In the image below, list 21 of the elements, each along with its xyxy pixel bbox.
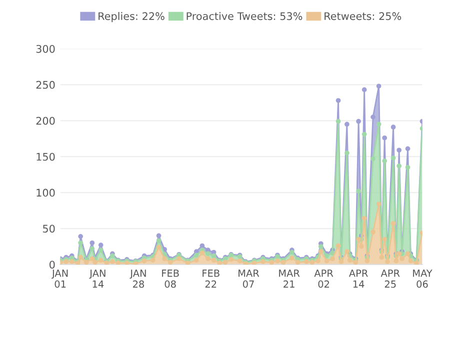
- x-tick-label: JAN 28: [130, 270, 146, 288]
- legend-label: Retweets: 25%: [324, 12, 402, 20]
- x-tick-label: JAN 14: [89, 270, 106, 288]
- x-tick-label: FEB 22: [202, 270, 220, 288]
- legend-label: Proactive Tweets: 53%: [186, 12, 302, 20]
- legend-label: Replies: 22%: [98, 12, 164, 22]
- x-tick-label: APR 02: [314, 270, 334, 288]
- y-tick-label: 0: [50, 260, 55, 269]
- y-tick-label: 100: [36, 188, 55, 197]
- y-tick-label: 150: [36, 152, 55, 161]
- x-tick-label: APR 25: [380, 270, 400, 288]
- y-tick-label: 50: [43, 224, 55, 233]
- y-tick-label: 200: [36, 116, 55, 125]
- y-tick-label: 250: [36, 80, 55, 89]
- x-tick-label: MAR 07: [238, 270, 260, 288]
- x-tick-label: FEB 08: [162, 270, 179, 288]
- x-tick-label: APR 14: [348, 270, 368, 288]
- x-tick-label: MAY 06: [413, 270, 432, 288]
- x-tick-label: MAR 21: [279, 270, 300, 288]
- y-tick-label: 300: [36, 44, 55, 53]
- x-tick-label: JAN 01: [52, 270, 68, 288]
